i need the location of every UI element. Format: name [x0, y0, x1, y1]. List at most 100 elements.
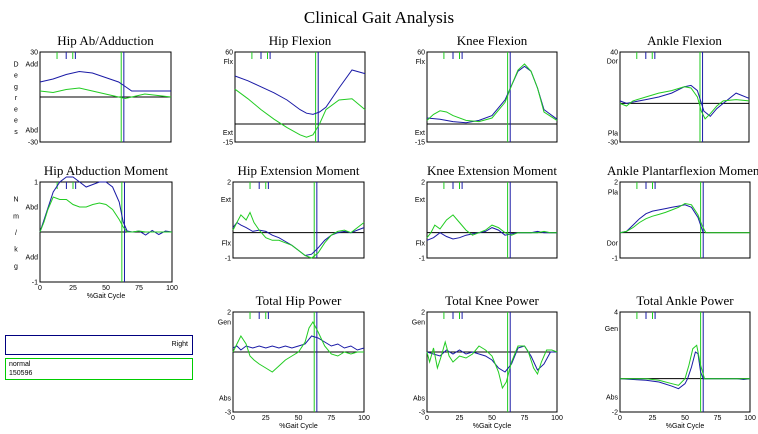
- y-tick-label: Ext: [415, 130, 425, 137]
- y-side-label-char: g: [14, 84, 18, 91]
- panel-title: Hip Flexion: [269, 33, 332, 48]
- series-line-normal: [620, 344, 750, 386]
- y-tick-label: 60: [225, 50, 233, 57]
- y-tick-label: Add: [26, 255, 39, 262]
- legend-right-box: Right: [5, 335, 193, 355]
- legend-normal-id: 150596: [9, 370, 33, 377]
- y-tick-label: 4: [614, 310, 618, 317]
- y-side-label-char: m: [13, 213, 19, 220]
- plot-frame: [426, 181, 558, 259]
- y-tick-label: -1: [32, 280, 38, 287]
- series-line-normal: [426, 340, 558, 390]
- y-tick-label: Abd: [26, 205, 39, 212]
- series-line-normal: [39, 87, 172, 100]
- y-tick-label: Add: [26, 62, 39, 69]
- panel-knee-flex: Knee Flexion 60 Flx Ext -15: [415, 33, 558, 147]
- y-tick-label: 2: [227, 180, 231, 187]
- panel-title: Knee Extension Moment: [427, 163, 557, 178]
- series-line-right: [232, 335, 365, 351]
- legend-normal-box: normal 150596: [5, 358, 193, 380]
- y-tick-label: -1: [419, 256, 425, 263]
- panel-knee-power: Total Knee Power 2 Gen Abs -30 25 50 75 100 %Gait…: [412, 293, 563, 430]
- y-side-label-char: D: [13, 61, 18, 68]
- series-line-normal: [232, 321, 364, 373]
- plot-frame: [426, 51, 558, 143]
- y-tick-label: Ext: [221, 197, 231, 204]
- figure-title: Clinical Gait Analysis: [304, 8, 454, 27]
- y-tick-label: 2: [421, 180, 425, 187]
- series-line-right: [39, 176, 173, 236]
- y-tick-label: 40: [610, 50, 618, 57]
- panel-hip-power: Total Hip Power 2 Gen Abs -30 25 50 75 100 %Gait …: [218, 293, 370, 430]
- panel-hip-flex: Hip Flexion 60 Flx Ext -15: [223, 33, 366, 147]
- x-tick-label: 100: [551, 415, 563, 422]
- y-tick-label: -30: [28, 140, 38, 147]
- panel-title: Hip Abduction Moment: [44, 163, 169, 178]
- y-tick-label: Dor: [607, 240, 619, 247]
- series-line-right: [234, 69, 366, 115]
- y-side-label-char: e: [14, 106, 18, 113]
- panel-title: Hip Ab/Adduction: [57, 33, 154, 48]
- y-tick-label: Pla: [608, 131, 618, 138]
- y-tick-label: Abs: [413, 396, 426, 403]
- y-tick-label: 2: [227, 310, 231, 317]
- y-tick-label: -3: [225, 410, 231, 417]
- y-tick-label: -15: [223, 140, 233, 147]
- y-tick-label: 30: [30, 50, 38, 57]
- panel-hip-abd-moment: Hip Abduction Moment 1 Abd Add -1 Nm / k g 0 25 50 7…: [13, 163, 178, 300]
- y-side-label-char: s: [14, 129, 18, 136]
- x-tick-label: 50: [488, 415, 496, 422]
- x-tick-label: 50: [295, 415, 303, 422]
- y-side-label-char: k: [14, 247, 18, 254]
- x-tick-label: 75: [521, 415, 529, 422]
- x-tick-label: 50: [681, 415, 689, 422]
- series-line-right: [426, 345, 557, 373]
- series-line-normal: [232, 211, 365, 259]
- x-tick-label: 25: [649, 415, 657, 422]
- panel-title: Hip Extension Moment: [237, 163, 359, 178]
- y-tick-label: -2: [612, 410, 618, 417]
- y-tick-label: Gen: [605, 326, 618, 333]
- series-line-normal: [619, 86, 750, 120]
- x-axis-label: %Gait Cycle: [666, 423, 705, 430]
- y-side-label-char: e: [14, 118, 18, 125]
- y-tick-label: -30: [608, 140, 618, 147]
- x-tick-label: 0: [425, 415, 429, 422]
- plot-frame: [232, 311, 365, 413]
- series-line-normal: [39, 196, 172, 233]
- x-tick-label: 50: [102, 285, 110, 292]
- series-line-normal: [619, 202, 750, 234]
- series-line-right: [39, 70, 171, 92]
- x-tick-label: 75: [327, 415, 335, 422]
- panel-hip-ext-moment: Hip Extension Moment 2 Ext Flx -1: [221, 163, 365, 263]
- series-line-right: [426, 227, 557, 241]
- panel-title: Ankle Plantarflexion Moment: [607, 163, 758, 178]
- x-tick-label: 100: [744, 415, 756, 422]
- panel-ankle-flex: Ankle Flexion 40 Dor Pla -30: [607, 33, 750, 147]
- x-axis-label: %Gait Cycle: [87, 293, 126, 300]
- y-tick-label: Abs: [219, 396, 232, 403]
- y-side-label-char: g: [14, 263, 18, 270]
- y-tick-label: Flx: [416, 59, 426, 66]
- plot-frame: [234, 51, 366, 143]
- y-tick-label: Abs: [606, 395, 619, 402]
- legend-normal-label: normal: [9, 361, 31, 368]
- y-tick-label: Gen: [218, 320, 231, 327]
- y-tick-label: Gen: [412, 320, 425, 327]
- plot-frame: [619, 181, 751, 259]
- y-side-label-char: r: [15, 95, 18, 102]
- x-tick-label: 75: [135, 285, 143, 292]
- series-line-normal: [234, 88, 366, 138]
- x-tick-label: 25: [69, 285, 77, 292]
- series-line-right: [619, 84, 750, 117]
- y-tick-label: 60: [417, 50, 425, 57]
- x-tick-label: 100: [166, 285, 178, 292]
- y-tick-label: Ext: [415, 197, 425, 204]
- x-tick-label: 0: [618, 415, 622, 422]
- panel-title: Knee Flexion: [457, 33, 528, 48]
- x-tick-label: 25: [456, 415, 464, 422]
- panel-ankle-power: Total Ankle Power 4 Gen Abs -20 25 50 75 100 %Gai…: [605, 293, 756, 430]
